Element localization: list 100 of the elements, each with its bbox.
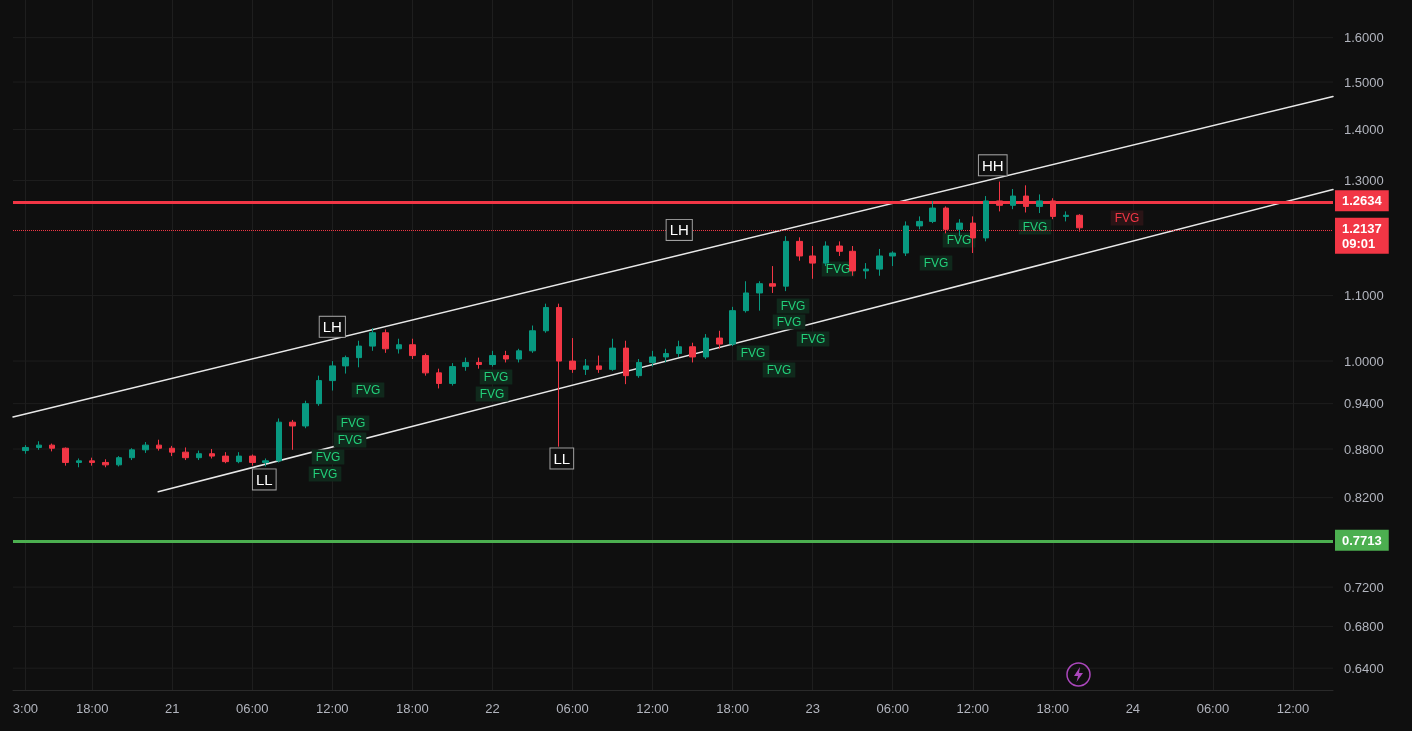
candlestick xyxy=(689,342,696,363)
candlestick xyxy=(716,330,723,350)
candlestick xyxy=(609,338,616,372)
annotation: FVG xyxy=(776,315,802,329)
candlestick xyxy=(36,440,42,451)
candlestick xyxy=(849,245,856,277)
x-tick-label: 12:00 xyxy=(956,701,990,716)
y-tick-label: 1.0000 xyxy=(1344,353,1384,369)
y-tick-label: 0.7200 xyxy=(1344,579,1384,595)
candlestick xyxy=(382,328,389,354)
x-tick-label: 3:00 xyxy=(12,701,39,716)
candlestick xyxy=(222,451,229,464)
candlestick xyxy=(196,450,202,461)
candlestick xyxy=(62,446,69,467)
candlestick xyxy=(462,357,469,372)
candlestick xyxy=(756,280,763,312)
candlestick xyxy=(262,457,269,467)
y-tick-label: 1.5000 xyxy=(1344,74,1384,90)
candlestick xyxy=(783,235,789,292)
annotation: FVG xyxy=(800,332,826,346)
annotation: FVG xyxy=(483,370,509,384)
x-tick-label: 06:00 xyxy=(556,701,589,716)
annotation: FVG xyxy=(825,262,851,276)
candlestick xyxy=(249,454,256,467)
x-tick-label: 18:00 xyxy=(75,701,109,716)
candlestick xyxy=(289,419,296,451)
candlestick xyxy=(676,340,682,358)
annotation: FVG xyxy=(340,416,366,430)
candlestick xyxy=(569,337,576,374)
candlestick xyxy=(76,457,82,468)
annotation: FVG xyxy=(766,363,792,377)
candlestick xyxy=(543,303,549,334)
candlestick xyxy=(329,360,336,392)
y-tick-label: 0.6800 xyxy=(1344,618,1384,634)
annotation: LL xyxy=(255,470,273,488)
candlestick xyxy=(129,447,135,461)
y-tick-label: 0.9400 xyxy=(1344,396,1384,412)
ref-line-label: 1.2137 09:01 xyxy=(1342,220,1382,251)
annotation: FVG xyxy=(923,256,949,270)
candlestick xyxy=(769,265,776,294)
candlestick xyxy=(583,358,589,376)
candlestick xyxy=(276,417,282,463)
x-tick-label: 24 xyxy=(1125,701,1141,716)
y-tick-label: 1.3000 xyxy=(1344,173,1384,189)
y-tick-label: 0.8200 xyxy=(1344,490,1384,506)
candlestick xyxy=(929,200,936,224)
y-tick-label: 0.6400 xyxy=(1344,660,1384,676)
candlestick xyxy=(102,458,109,468)
candlestick xyxy=(516,348,522,363)
ref-line-label: 1.2634 xyxy=(1342,193,1383,209)
candlestick xyxy=(22,444,29,455)
annotation: FVG xyxy=(312,467,338,481)
candlestick xyxy=(703,333,709,360)
candlestick xyxy=(836,240,843,257)
candlestick xyxy=(436,368,442,389)
annotation: FVG xyxy=(479,387,505,401)
x-tick-label: 23 xyxy=(805,701,820,716)
y-tick-label: 1.1000 xyxy=(1344,287,1384,303)
x-tick-label: 06:00 xyxy=(1196,701,1230,716)
candlestick xyxy=(489,350,496,368)
annotation: HH xyxy=(981,156,1004,174)
candlestick xyxy=(209,448,215,459)
candlestick xyxy=(983,195,989,242)
candlestick xyxy=(649,350,656,368)
y-tick-label: 0.8800 xyxy=(1344,441,1384,457)
candlestick xyxy=(729,306,736,347)
candlestick xyxy=(1010,188,1016,210)
x-tick-label: 21 xyxy=(164,701,180,716)
ref-line-label: 0.7713 xyxy=(1342,532,1382,548)
candlestick xyxy=(169,445,175,457)
candlestick xyxy=(316,375,322,407)
candlestick xyxy=(503,350,509,363)
candlestick xyxy=(142,441,149,454)
candlestick xyxy=(116,455,122,467)
annotation: LH xyxy=(322,318,342,336)
x-tick-label: 12:00 xyxy=(316,701,349,716)
candlestick xyxy=(903,220,909,257)
x-tick-label: 06:00 xyxy=(876,701,909,716)
x-tick-label: 12:00 xyxy=(1276,701,1310,716)
candlestick xyxy=(422,353,429,377)
annotation: FVG xyxy=(740,346,766,360)
annotation: LH xyxy=(669,221,689,239)
annotation: FVG xyxy=(315,450,341,464)
candlestick xyxy=(449,362,456,387)
candlestick xyxy=(636,358,642,379)
candlestick xyxy=(302,400,309,429)
candlestick xyxy=(623,340,629,385)
annotation: FVG xyxy=(355,383,381,397)
candlestick xyxy=(342,355,349,375)
candlestick xyxy=(956,218,963,237)
candlestick xyxy=(529,325,536,354)
candlestick xyxy=(156,439,162,452)
candlestick xyxy=(1063,210,1069,222)
candlestick xyxy=(182,446,189,461)
annotation: FVG xyxy=(1022,220,1048,234)
y-tick-label: 1.4000 xyxy=(1344,122,1384,138)
candlestick xyxy=(409,338,416,360)
annotation: FVG xyxy=(1114,211,1140,225)
x-tick-label: 12:00 xyxy=(636,701,669,716)
candlestick xyxy=(876,248,883,277)
